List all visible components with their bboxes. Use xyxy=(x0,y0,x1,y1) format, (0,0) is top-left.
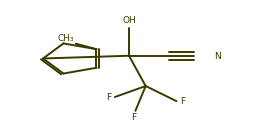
Text: OH: OH xyxy=(122,16,136,25)
Text: F: F xyxy=(106,93,111,101)
Text: CH₃: CH₃ xyxy=(58,34,75,43)
Text: N: N xyxy=(214,52,220,61)
Text: F: F xyxy=(132,113,137,122)
Text: F: F xyxy=(180,97,186,106)
